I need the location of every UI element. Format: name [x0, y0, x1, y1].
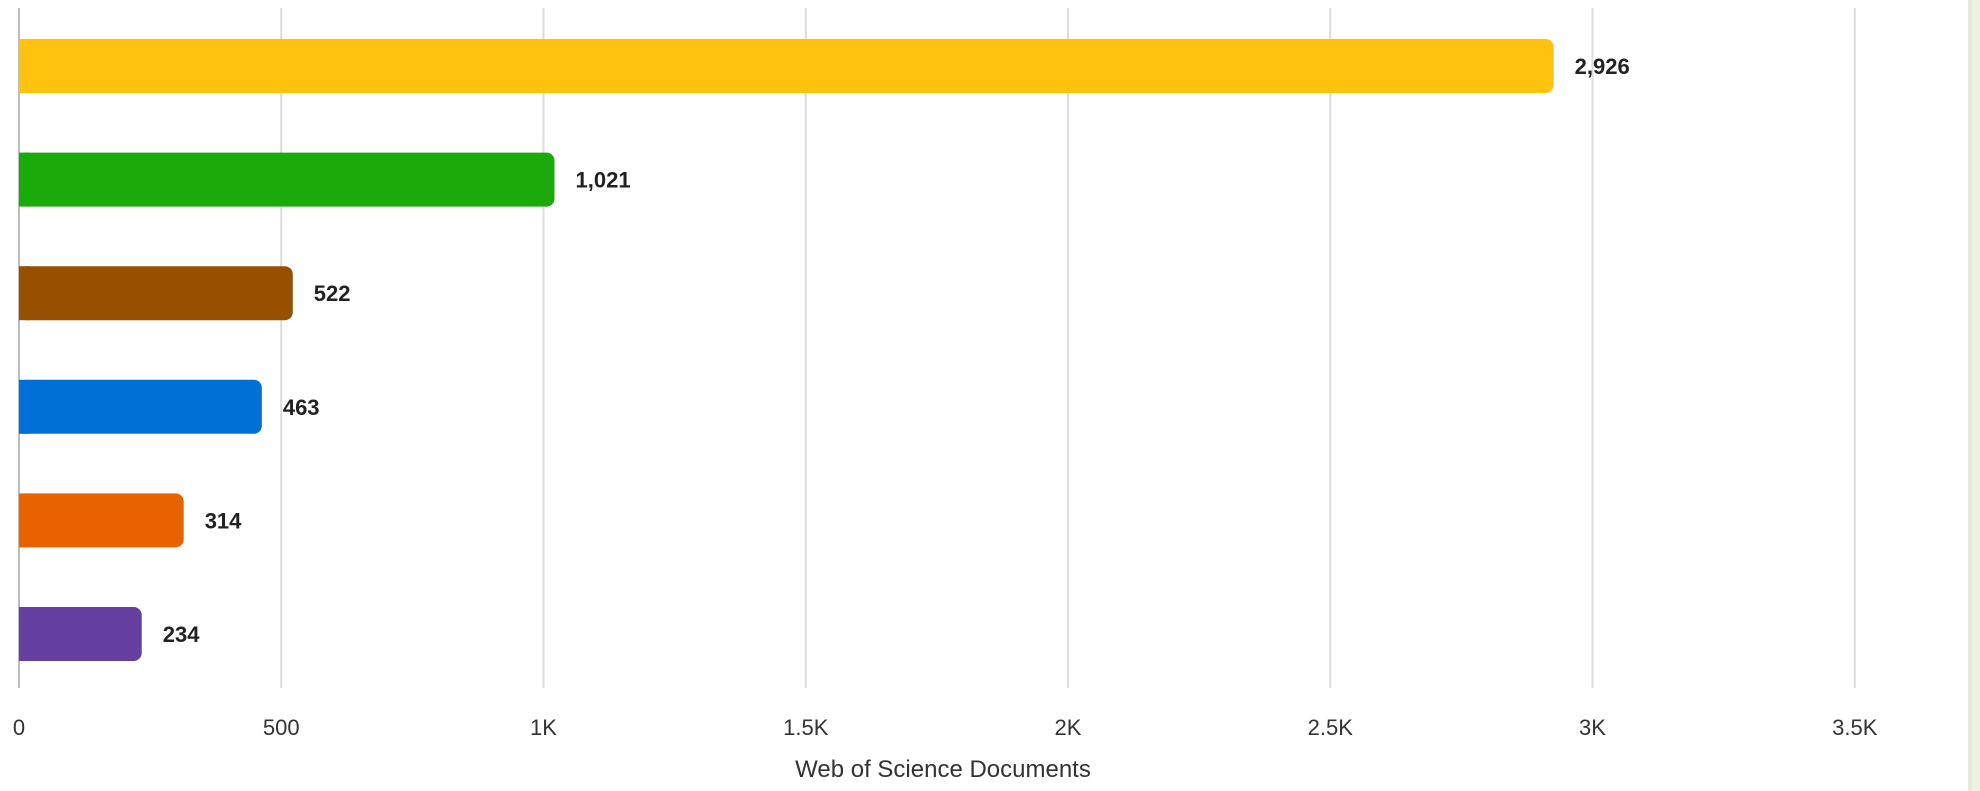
x-tick-label: 1K	[530, 715, 557, 740]
bar[interactable]	[19, 379, 262, 434]
bar-base	[19, 379, 29, 434]
bar-base	[19, 493, 29, 548]
bar[interactable]	[19, 152, 555, 207]
bar-value-label: 314	[205, 508, 242, 533]
bar-base	[19, 39, 29, 93]
x-tick-label: 0	[13, 715, 25, 740]
bar[interactable]	[19, 266, 293, 321]
bar[interactable]	[19, 493, 184, 548]
x-tick-label: 2.5K	[1308, 715, 1354, 740]
x-tick-label: 1.5K	[783, 715, 829, 740]
bar-value-label: 234	[163, 622, 200, 647]
value-labels: 2,926 1,021 522 463 314 234	[163, 54, 1630, 647]
bar[interactable]	[19, 607, 142, 661]
x-axis-label: Web of Science Documents	[795, 756, 1091, 783]
bar-value-label: 522	[314, 281, 351, 306]
x-tick-label: 3.5K	[1832, 715, 1878, 740]
x-tick-label: 2K	[1055, 715, 1082, 740]
x-tick-label: 3K	[1579, 715, 1606, 740]
x-tick-label: 500	[263, 715, 300, 740]
x-axis-ticks: 0 500 1K 1.5K 2K 2.5K 3K 3.5K	[13, 715, 1878, 740]
bar-base	[19, 152, 29, 207]
grid-lines	[18, 8, 1856, 688]
bar-value-label: 463	[283, 395, 320, 420]
bar-value-label: 2,926	[1575, 54, 1630, 79]
bar[interactable]	[19, 39, 1554, 93]
bar-base	[19, 607, 29, 661]
bars	[19, 39, 1554, 661]
bar-base	[19, 266, 29, 321]
bar-value-label: 1,021	[576, 168, 631, 193]
